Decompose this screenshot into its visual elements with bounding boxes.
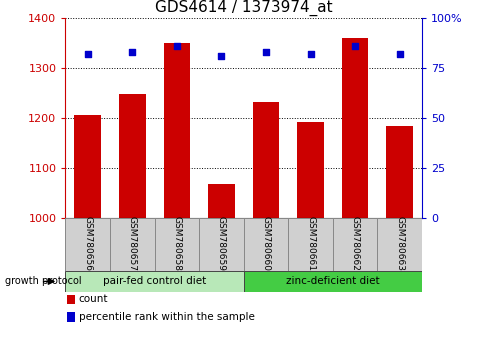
FancyBboxPatch shape xyxy=(243,271,421,292)
Point xyxy=(395,51,403,57)
Bar xyxy=(297,122,323,218)
FancyBboxPatch shape xyxy=(243,218,287,271)
FancyBboxPatch shape xyxy=(377,218,421,271)
Bar xyxy=(74,115,101,218)
Bar xyxy=(252,102,279,218)
FancyBboxPatch shape xyxy=(65,218,110,271)
Title: GDS4614 / 1373974_at: GDS4614 / 1373974_at xyxy=(154,0,332,16)
Text: GSM780661: GSM780661 xyxy=(305,216,315,271)
Text: GSM780660: GSM780660 xyxy=(261,216,270,271)
Bar xyxy=(341,38,368,218)
Text: GSM780657: GSM780657 xyxy=(128,216,136,271)
Point xyxy=(173,43,181,48)
FancyBboxPatch shape xyxy=(287,218,332,271)
Bar xyxy=(163,43,190,218)
Text: GSM780662: GSM780662 xyxy=(350,216,359,271)
Bar xyxy=(208,184,234,218)
FancyBboxPatch shape xyxy=(110,218,154,271)
Point xyxy=(306,51,314,57)
Text: growth protocol: growth protocol xyxy=(5,276,81,286)
Bar xyxy=(67,295,75,304)
FancyBboxPatch shape xyxy=(332,218,377,271)
FancyBboxPatch shape xyxy=(199,218,243,271)
Text: GSM780656: GSM780656 xyxy=(83,216,92,271)
Text: percentile rank within the sample: percentile rank within the sample xyxy=(79,312,254,322)
Bar xyxy=(119,94,145,218)
FancyBboxPatch shape xyxy=(65,271,243,292)
Text: count: count xyxy=(79,295,108,304)
FancyBboxPatch shape xyxy=(154,218,199,271)
Text: zinc-deficient diet: zinc-deficient diet xyxy=(286,276,379,286)
Text: pair-fed control diet: pair-fed control diet xyxy=(103,276,206,286)
Text: GSM780659: GSM780659 xyxy=(216,216,226,271)
Point xyxy=(261,49,269,55)
Bar xyxy=(67,312,75,322)
Point xyxy=(128,49,136,55)
Text: GSM780658: GSM780658 xyxy=(172,216,181,271)
Point xyxy=(350,43,358,48)
Text: GSM780663: GSM780663 xyxy=(394,216,403,271)
Bar xyxy=(385,126,412,218)
Point xyxy=(84,51,91,57)
Point xyxy=(217,53,225,58)
